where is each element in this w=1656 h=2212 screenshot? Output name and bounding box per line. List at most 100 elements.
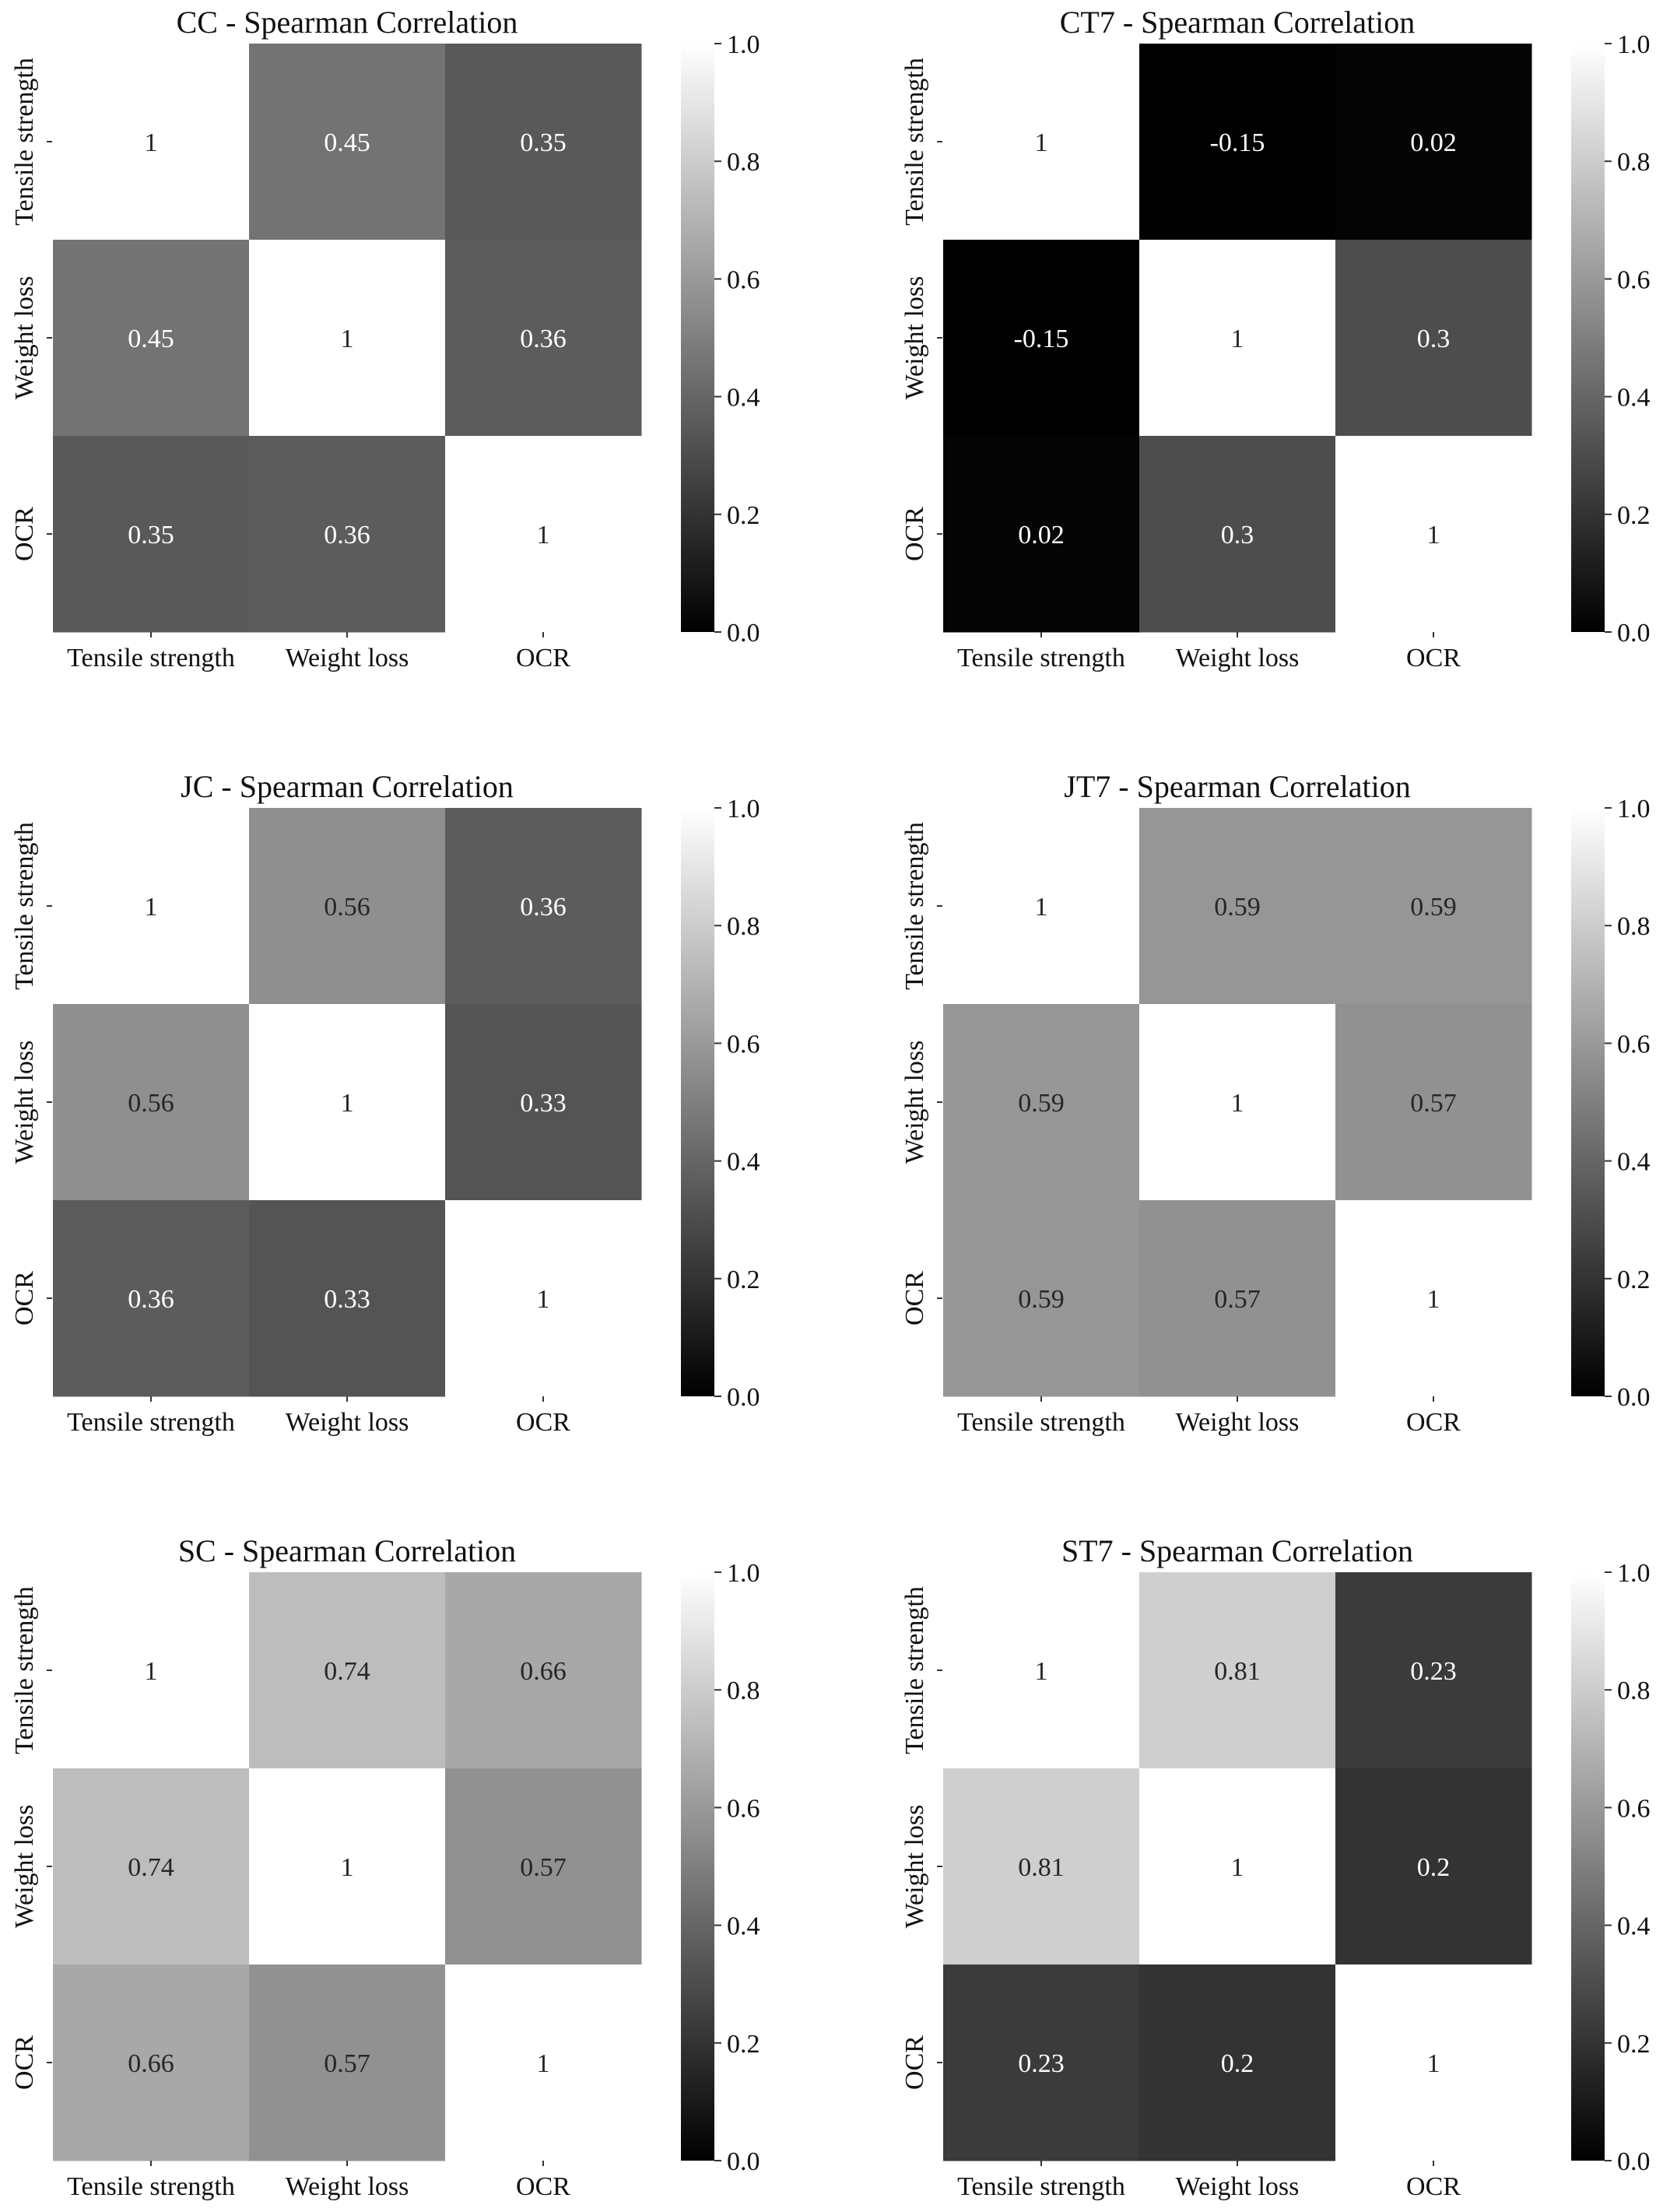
cell-value-label: 0.45 <box>324 128 370 157</box>
cell-value-label: 1 <box>1231 325 1244 353</box>
colorbar-tick-label: 0.0 <box>1617 2147 1651 2176</box>
cell-value-label: 0.23 <box>1018 2049 1065 2078</box>
cell-value-label: 0.45 <box>128 325 174 353</box>
cell-value-label: 0.57 <box>324 2049 370 2078</box>
y-tick-label: Weight loss <box>10 276 39 400</box>
heatmap-cell <box>249 44 446 241</box>
y-tick-label: OCR <box>10 1271 39 1325</box>
chart-title: JC - Spearman Correlation <box>181 769 514 804</box>
colorbar-tick-label: 1.0 <box>1617 795 1651 823</box>
colorbar <box>1571 1572 1605 2161</box>
heatmap-cell <box>943 1768 1140 1965</box>
x-tick-label: Weight loss <box>286 1408 409 1437</box>
cell-value-label: 1 <box>1427 2049 1440 2078</box>
cell-value-label: -0.15 <box>1014 325 1069 353</box>
colorbar-tick-label: 0.2 <box>1617 501 1651 530</box>
heatmap-cell <box>1139 808 1336 1005</box>
x-tick-label: Weight loss <box>286 644 409 672</box>
heatmap-cell <box>249 1572 446 1769</box>
heatmap-cell <box>943 808 1140 1005</box>
y-tick-label: Weight loss <box>900 1805 929 1929</box>
colorbar-tick-label: 0.0 <box>727 619 760 648</box>
heatmap-cell <box>249 436 446 633</box>
heatmap-cell <box>1335 1572 1532 1769</box>
cell-value-label: 1 <box>1231 1089 1244 1118</box>
colorbar-tick-label: 0.8 <box>727 148 760 177</box>
heatmap-cell <box>249 1200 446 1397</box>
cell-value-label: 0.66 <box>128 2049 174 2078</box>
colorbar-tick-label: 0.4 <box>727 1148 760 1177</box>
cell-value-label: 0.81 <box>1214 1657 1261 1686</box>
cell-value-label: 0.3 <box>1221 521 1254 549</box>
colorbar-tick-label: 0.6 <box>727 1030 760 1059</box>
x-tick-label: OCR <box>1406 1408 1461 1437</box>
cell-value-label: -0.15 <box>1210 128 1265 157</box>
heatmap-cell <box>1335 1004 1532 1201</box>
cell-value-label: 0.81 <box>1018 1853 1065 1882</box>
heatmap-cell <box>53 436 250 633</box>
heatmap-cell <box>1139 44 1336 241</box>
colorbar-tick-label: 0.6 <box>1617 265 1651 294</box>
heatmap-cell <box>249 1004 446 1201</box>
x-tick-label: Tensile strength <box>957 644 1125 672</box>
cell-value-label: 0.57 <box>1214 1285 1261 1314</box>
colorbar-tick-label: 0.0 <box>1617 619 1651 648</box>
cell-value-label: 0.56 <box>128 1089 174 1118</box>
heatmap-cell <box>445 240 642 437</box>
colorbar-tick-label: 0.2 <box>1617 1266 1651 1294</box>
heatmap-cell <box>445 1004 642 1201</box>
cell-value-label: 0.66 <box>520 1657 567 1686</box>
y-tick-label: Tensile strength <box>900 822 929 990</box>
colorbar-tick-label: 0.0 <box>727 1383 760 1412</box>
cell-value-label: 0.74 <box>324 1657 370 1686</box>
heatmap-cell <box>1139 240 1336 437</box>
x-tick-label: Weight loss <box>1176 644 1300 672</box>
cell-value-label: 0.36 <box>520 893 567 922</box>
x-tick-label: Weight loss <box>1176 1408 1300 1437</box>
x-tick-label: Tensile strength <box>957 1408 1125 1437</box>
cell-value-label: 1 <box>145 893 158 922</box>
cell-value-label: 1 <box>537 521 550 549</box>
heatmap-cell <box>943 240 1140 437</box>
cell-value-label: 0.74 <box>128 1853 174 1882</box>
heatmap-cell <box>943 1200 1140 1397</box>
cell-value-label: 0.36 <box>520 325 567 353</box>
cell-value-label: 1 <box>1035 1657 1048 1686</box>
cell-value-label: 0.56 <box>324 893 370 922</box>
heatmap-cell <box>943 1004 1140 1201</box>
cell-value-label: 0.33 <box>324 1285 370 1314</box>
x-tick-label: OCR <box>516 644 570 672</box>
cell-value-label: 0.57 <box>520 1853 567 1882</box>
colorbar <box>1571 808 1605 1396</box>
heatmap-cell <box>1335 240 1532 437</box>
colorbar-tick-label: 1.0 <box>1617 1559 1651 1588</box>
heatmap-cell <box>249 1768 446 1965</box>
cell-value-label: 0.36 <box>128 1285 174 1314</box>
colorbar-tick-label: 1.0 <box>727 795 760 823</box>
chart-title: CT7 - Spearman Correlation <box>1060 5 1416 40</box>
cell-value-label: 0.57 <box>1410 1089 1457 1118</box>
cell-value-label: 1 <box>341 1853 354 1882</box>
heatmap-cell <box>943 436 1140 633</box>
heatmap-cell <box>445 1768 642 1965</box>
colorbar <box>681 44 714 632</box>
colorbar-tick-label: 1.0 <box>1617 30 1651 59</box>
heatmap-cell <box>445 1964 642 2161</box>
heatmap-cell <box>1335 808 1532 1005</box>
colorbar-tick-label: 0.6 <box>1617 1794 1651 1823</box>
y-tick-label: Tensile strength <box>10 822 39 990</box>
colorbar <box>681 1572 714 2161</box>
cell-value-label: 0.02 <box>1410 128 1457 157</box>
cell-value-label: 0.59 <box>1410 893 1457 922</box>
x-tick-label: OCR <box>1406 2172 1461 2201</box>
colorbar-tick-label: 0.2 <box>727 501 760 530</box>
heatmap-cell <box>1335 1964 1532 2161</box>
x-tick-label: Tensile strength <box>67 1408 235 1437</box>
cell-value-label: 0.59 <box>1214 893 1261 922</box>
colorbar-tick-label: 0.2 <box>727 2030 760 2059</box>
cell-value-label: 0.59 <box>1018 1285 1065 1314</box>
y-tick-label: OCR <box>900 1271 929 1325</box>
y-tick-label: Tensile strength <box>900 58 929 226</box>
cell-value-label: 1 <box>145 1657 158 1686</box>
